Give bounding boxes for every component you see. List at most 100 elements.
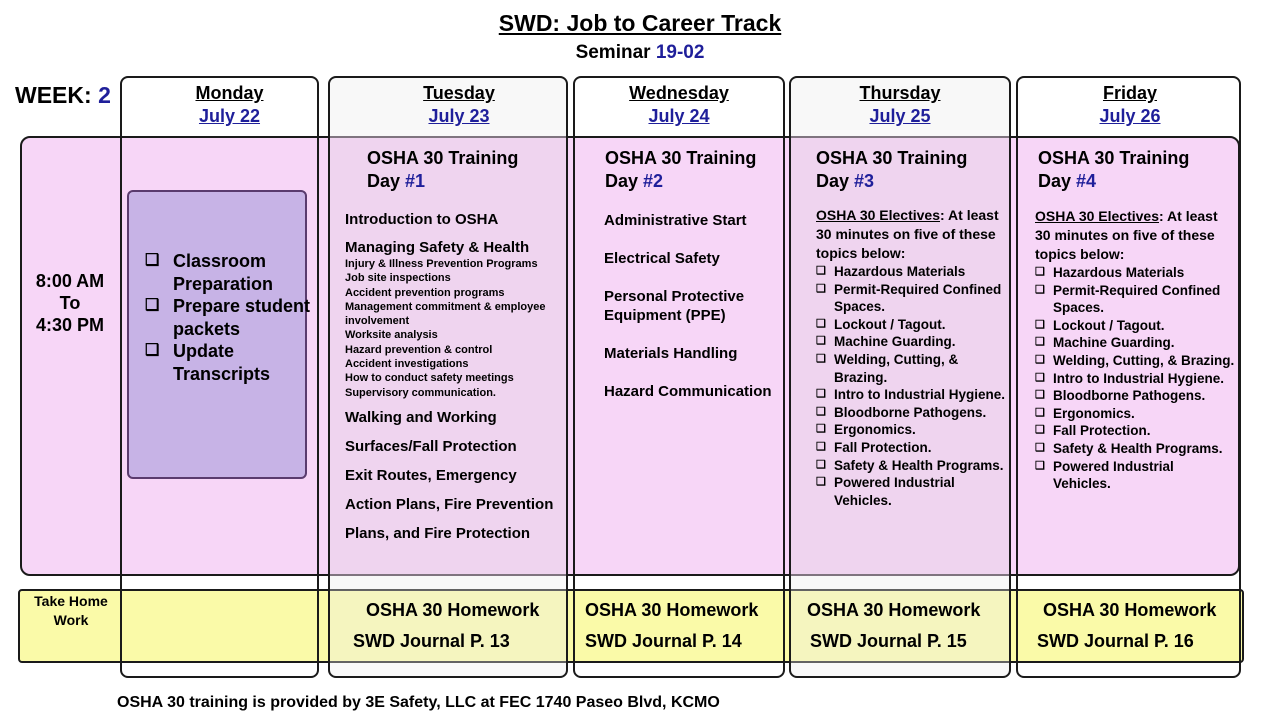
electives-list: ❑ Hazardous Materials ❑ Permit-Required Con… — [816, 263, 1010, 509]
monday-task-list: ❑ Classroom Preparation ❑ Prepare student … — [145, 250, 315, 385]
list-item: ❑ Permit-Required Confined Spaces. — [816, 281, 1010, 316]
homework-friday-line2: SWD Journal P. 16 — [1037, 631, 1194, 651]
list-item: ❑ Powered Industrial Vehicles. — [1035, 458, 1235, 493]
checkbox-icon: ❑ — [1035, 318, 1045, 331]
list-item-label: Machine Guarding. — [834, 334, 956, 350]
list-item: Accident investigations — [345, 358, 469, 371]
wednesday-column — [573, 76, 785, 678]
checkbox-icon: ❑ — [1035, 266, 1045, 278]
tuesday-shade — [330, 136, 566, 576]
more-topic-list: Walking and Working Surfaces/Fall Protect… — [345, 408, 565, 543]
list-item: ❑ Fall Protection. — [816, 439, 1010, 457]
checkbox-icon: ❑ — [1035, 441, 1045, 454]
day-name: Friday — [1102, 83, 1158, 103]
list-item: ❑ Lockout / Tagout. — [1035, 317, 1235, 335]
list-item: Accident prevention programs — [345, 286, 505, 299]
list-item-label: Welding, Cutting, & Brazing. — [1053, 352, 1235, 368]
day-number: #2 — [643, 171, 664, 191]
list-item: ❑ Prepare student packets — [145, 296, 311, 339]
list-item-label: Permit-Required Confined Spaces. — [834, 281, 1002, 315]
list-item-label: Lockout / Tagout. — [834, 316, 946, 332]
list-item: Surfaces/Fall Protection — [345, 437, 517, 455]
checkbox-icon: ❑ — [816, 265, 826, 277]
list-item: Managing Safety & Health — [345, 239, 530, 256]
checkbox-icon: ❑ — [816, 317, 826, 330]
checkbox-icon: ❑ — [145, 342, 160, 359]
homework-friday-line1: OSHA 30 Homework — [1043, 600, 1217, 620]
day-number: #1 — [405, 171, 426, 191]
week-text: WEEK: — [15, 82, 92, 108]
wednesday-header: Wednesday July 24 — [573, 82, 785, 128]
list-item: Walking and Working — [345, 408, 497, 426]
checkbox-icon: ❑ — [816, 282, 826, 295]
checkbox-icon: ❑ — [816, 388, 826, 401]
list-item: ❑ Bloodborne Pathogens. — [816, 404, 1010, 422]
checkbox-icon: ❑ — [1035, 406, 1045, 419]
day-date: July 25 — [869, 106, 931, 126]
checkbox-icon: ❑ — [816, 476, 826, 489]
list-item: ❑ Safety & Health Programs. — [1035, 440, 1235, 458]
time-end: 4:30 PM — [35, 315, 105, 335]
monday-column — [120, 76, 319, 678]
tuesday-title: OSHA 30 Training Day #1 — [367, 148, 519, 191]
homework-thursday-line2: SWD Journal P. 15 — [810, 631, 967, 651]
checkbox-icon: ❑ — [1035, 459, 1045, 472]
seminar-text: Seminar — [575, 42, 651, 63]
list-item-label: Permit-Required Confined Spaces. — [1053, 282, 1221, 316]
list-item: Electrical Safety — [604, 250, 720, 267]
checkbox-icon: ❑ — [816, 335, 826, 348]
day-number: #3 — [854, 171, 875, 191]
electives-heading: OSHA 30 Electives — [1035, 208, 1159, 224]
week-number: 2 — [98, 82, 111, 108]
list-item: Supervisory communication. — [345, 386, 496, 399]
week-label: WEEK: 2 — [15, 82, 111, 109]
list-item: ❑ Fall Protection. — [1035, 422, 1235, 440]
list-item-label: Fall Protection. — [1053, 423, 1151, 439]
list-item: ❑ Intro to Industrial Hygiene. — [816, 386, 1010, 404]
day-name: Monday — [195, 83, 264, 103]
checkbox-icon: ❑ — [145, 252, 160, 269]
checkbox-icon: ❑ — [1035, 353, 1045, 366]
list-item-label: Fall Protection. — [834, 439, 932, 455]
list-item: Hazard Communication — [604, 383, 772, 400]
checkbox-icon: ❑ — [816, 423, 826, 436]
day-date: July 23 — [428, 106, 490, 126]
checkbox-icon: ❑ — [1035, 371, 1045, 384]
list-item: Management commitment & employee involve… — [345, 300, 546, 328]
list-item: Worksite analysis — [345, 329, 438, 342]
thursday-electives: OSHA 30 Electives: At least 30 minutes o… — [816, 206, 1010, 509]
list-item-label: Ergonomics. — [834, 422, 916, 438]
electives-list: ❑ Hazardous Materials ❑ Permit-Required Con… — [1035, 264, 1235, 493]
take-home-work-label: Take Home Work — [34, 593, 108, 628]
list-item: ❑ Safety & Health Programs. — [816, 457, 1010, 475]
list-item: Plans, and Fire Protection — [345, 524, 531, 542]
day-name: Tuesday — [423, 83, 495, 103]
wednesday-topics: Administrative Start Electrical Safety Per… — [604, 211, 784, 420]
footer-note: OSHA 30 training is provided by 3E Safet… — [117, 694, 720, 711]
monday-header: Monday July 22 — [120, 82, 339, 128]
list-item: ❑ Powered Industrial Vehicles. — [816, 474, 1010, 509]
homework-band — [18, 589, 1244, 663]
time-start: 8:00 AM — [35, 271, 105, 291]
list-item: ❑ Machine Guarding. — [816, 333, 1010, 351]
time-separator: To — [59, 293, 81, 313]
list-item-label: Powered Industrial Vehicles. — [834, 475, 955, 508]
thursday-header: Thursday July 25 — [789, 82, 1011, 128]
list-item: How to conduct safety meetings — [345, 372, 514, 385]
electives-heading: OSHA 30 Electives — [816, 207, 940, 223]
list-item-label: Bloodborne Pathogens. — [1053, 388, 1206, 404]
list-item: Job site inspections — [345, 272, 451, 285]
checkbox-icon: ❑ — [816, 440, 826, 453]
list-item: Hazard prevention & control — [345, 343, 493, 356]
list-item-label: Intro to Industrial Hygiene. — [1053, 370, 1225, 386]
checkbox-icon: ❑ — [1035, 283, 1045, 296]
day-date: July 26 — [1099, 106, 1161, 126]
checkbox-icon: ❑ — [816, 458, 826, 471]
list-item: Personal Protective Equipment (PPE) — [604, 288, 745, 324]
list-item: ❑ Ergonomics. — [816, 421, 1010, 439]
homework-tuesday-line2: SWD Journal P. 13 — [353, 631, 510, 651]
monday-task-box — [127, 190, 307, 479]
list-item-label: Powered Industrial Vehicles. — [1053, 458, 1174, 492]
homework-tuesday-line1: OSHA 30 Homework — [366, 600, 540, 620]
wednesday-title: OSHA 30 Training Day #2 — [605, 148, 757, 191]
